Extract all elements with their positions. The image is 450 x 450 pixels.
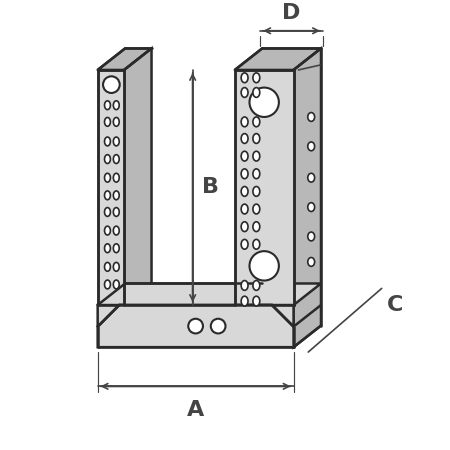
Ellipse shape: [241, 186, 248, 196]
Ellipse shape: [241, 280, 248, 290]
Ellipse shape: [253, 186, 260, 196]
Ellipse shape: [308, 112, 315, 122]
Ellipse shape: [104, 173, 110, 182]
Ellipse shape: [253, 134, 260, 144]
Ellipse shape: [113, 280, 119, 289]
Ellipse shape: [253, 239, 260, 249]
Circle shape: [249, 88, 279, 117]
Polygon shape: [98, 305, 293, 347]
Ellipse shape: [241, 169, 248, 179]
Ellipse shape: [241, 73, 248, 83]
Text: D: D: [283, 3, 301, 23]
Ellipse shape: [253, 169, 260, 179]
Ellipse shape: [241, 296, 248, 306]
Polygon shape: [235, 49, 321, 70]
Ellipse shape: [241, 117, 248, 127]
Ellipse shape: [104, 101, 110, 110]
Text: A: A: [187, 400, 204, 420]
Ellipse shape: [241, 204, 248, 214]
Ellipse shape: [241, 222, 248, 232]
Ellipse shape: [104, 137, 110, 146]
Ellipse shape: [253, 296, 260, 306]
Ellipse shape: [241, 239, 248, 249]
Ellipse shape: [104, 155, 110, 163]
Circle shape: [211, 319, 225, 333]
Ellipse shape: [253, 73, 260, 83]
Ellipse shape: [104, 244, 110, 252]
Ellipse shape: [104, 262, 110, 271]
Ellipse shape: [104, 117, 110, 126]
Ellipse shape: [113, 155, 119, 163]
Ellipse shape: [241, 134, 248, 144]
Polygon shape: [235, 70, 293, 305]
Ellipse shape: [104, 191, 110, 200]
Ellipse shape: [308, 173, 315, 182]
Ellipse shape: [113, 137, 119, 146]
Ellipse shape: [308, 142, 315, 151]
Text: C: C: [387, 295, 403, 315]
Ellipse shape: [241, 151, 248, 161]
Ellipse shape: [253, 117, 260, 127]
Ellipse shape: [253, 280, 260, 290]
Ellipse shape: [308, 257, 315, 266]
Ellipse shape: [113, 173, 119, 182]
Ellipse shape: [113, 191, 119, 200]
Polygon shape: [98, 305, 124, 327]
Polygon shape: [98, 284, 321, 305]
Ellipse shape: [308, 202, 315, 211]
Polygon shape: [98, 70, 124, 305]
Ellipse shape: [113, 101, 119, 110]
Ellipse shape: [113, 262, 119, 271]
Ellipse shape: [113, 117, 119, 126]
Ellipse shape: [253, 151, 260, 161]
Polygon shape: [293, 49, 321, 347]
Ellipse shape: [113, 244, 119, 252]
Circle shape: [103, 76, 120, 93]
Ellipse shape: [104, 280, 110, 289]
Polygon shape: [98, 49, 152, 70]
Ellipse shape: [253, 88, 260, 97]
Polygon shape: [124, 49, 152, 305]
Ellipse shape: [253, 222, 260, 232]
Text: B: B: [202, 177, 220, 198]
Circle shape: [188, 319, 203, 333]
Ellipse shape: [104, 226, 110, 235]
Ellipse shape: [241, 88, 248, 97]
Ellipse shape: [308, 232, 315, 241]
Ellipse shape: [253, 204, 260, 214]
Polygon shape: [235, 305, 293, 327]
Ellipse shape: [113, 226, 119, 235]
Circle shape: [249, 251, 279, 280]
Ellipse shape: [104, 207, 110, 216]
Ellipse shape: [113, 207, 119, 216]
